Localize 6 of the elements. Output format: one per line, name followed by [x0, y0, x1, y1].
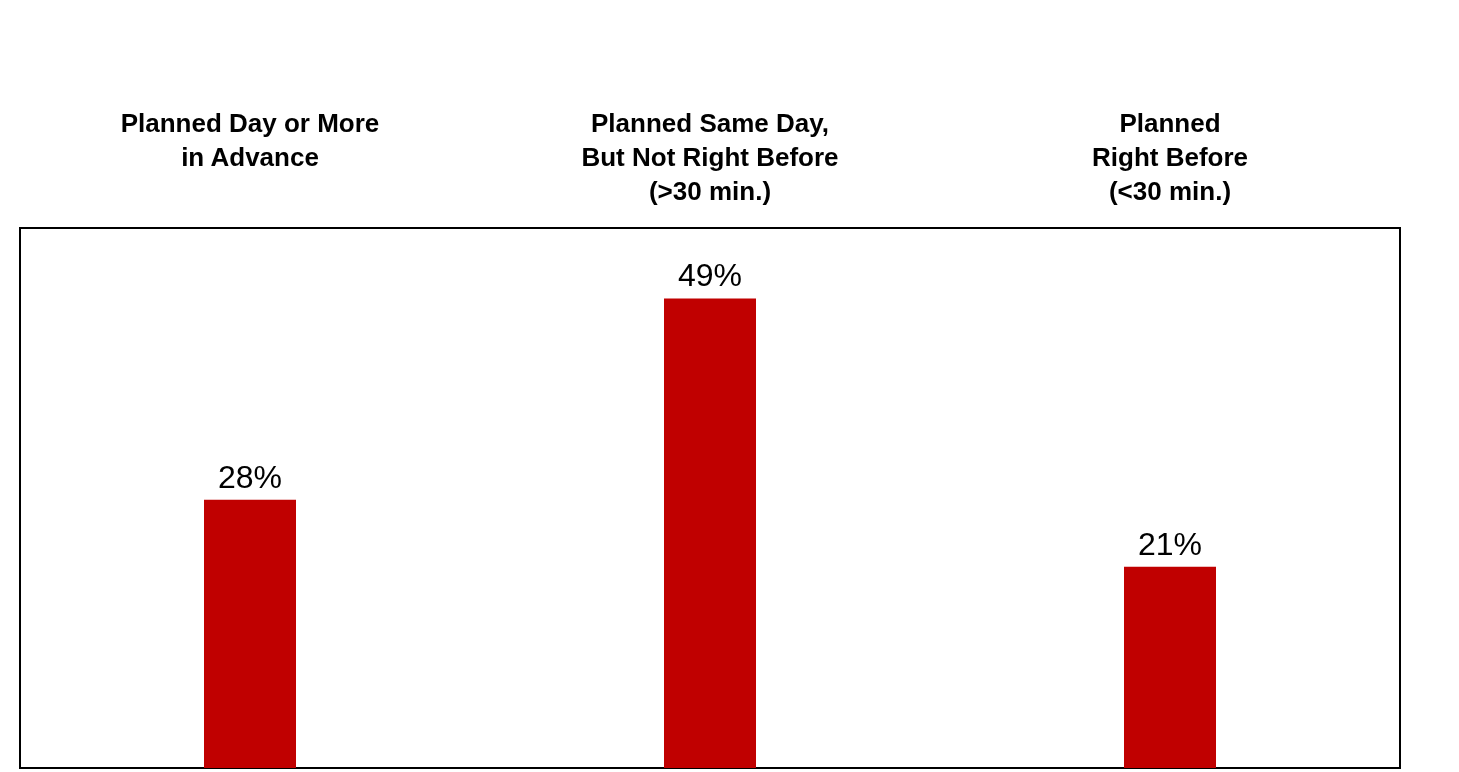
x-tick-label: Planned Day or More in Advance — [120, 107, 380, 172]
x-tick-label: Planned Same Day, But Not Right Before (>30 min.) — [581, 107, 839, 206]
x-tick-label: Planned Right Before (<30 min.) — [1092, 107, 1248, 206]
data-label: 28% — [217, 458, 283, 495]
data-label: 49% — [677, 257, 743, 294]
data-label: 21% — [1137, 525, 1203, 562]
